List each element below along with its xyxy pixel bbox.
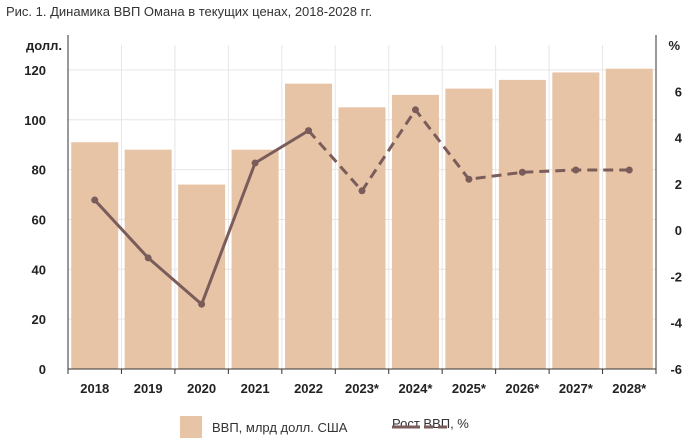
bar xyxy=(71,142,119,369)
legend-swatch-bar xyxy=(180,416,202,438)
bar xyxy=(498,79,546,370)
growth-point xyxy=(625,166,633,174)
x-tick-label: 2025* xyxy=(452,381,487,396)
y-left-unit-label: долл. xyxy=(26,38,62,53)
y-right-unit-label: % xyxy=(668,38,680,53)
legend-item-growth: Рост ВВП, % xyxy=(392,416,469,431)
x-tick-label: 2028* xyxy=(612,381,647,396)
y-left-tick-label: 80 xyxy=(32,163,46,178)
y-left-tick-label: 60 xyxy=(32,212,46,227)
y-left-tick-label: 100 xyxy=(24,113,46,128)
y-right-tick-label: -6 xyxy=(670,362,682,377)
y-right-tick-label: 6 xyxy=(675,84,682,99)
legend-swatch-line xyxy=(392,425,452,429)
growth-point xyxy=(305,127,313,135)
line-series xyxy=(91,106,633,308)
legend-label-gdp: ВВП, млрд долл. США xyxy=(212,419,348,435)
bar xyxy=(285,83,333,369)
legend-item-gdp: ВВП, млрд долл. США xyxy=(180,416,347,438)
x-tick-label: 2018 xyxy=(80,381,109,396)
bar xyxy=(391,94,439,369)
y-right-tick-label: 4 xyxy=(675,131,683,146)
figure-title: Рис. 1. Динамика ВВП Омана в текущих цен… xyxy=(6,4,373,19)
x-tick-label: 2021 xyxy=(241,381,270,396)
x-tick-label: 2019 xyxy=(134,381,163,396)
axes xyxy=(67,35,657,374)
tick-labels: 0 20 40 60 80 100 120 долл. -6 -4 -2 0 2 4 6% 2018 2019 2… xyxy=(24,38,682,396)
x-tick-label: 2024* xyxy=(398,381,433,396)
bar xyxy=(605,68,653,369)
y-left-tick-label: 40 xyxy=(32,262,46,277)
growth-point xyxy=(518,168,526,176)
y-left-tick-label: 20 xyxy=(32,312,46,327)
x-tick-label: 2020 xyxy=(187,381,216,396)
y-left-tick-label: 0 xyxy=(39,362,46,377)
bar xyxy=(445,88,493,369)
growth-point xyxy=(144,254,152,262)
x-tick-label: 2027* xyxy=(559,381,594,396)
growth-point xyxy=(411,106,419,114)
bar xyxy=(231,149,279,369)
bar-series xyxy=(71,68,653,370)
growth-point xyxy=(572,166,580,174)
growth-point xyxy=(465,175,473,183)
y-right-tick-label: -4 xyxy=(670,316,682,331)
y-right-tick-label: -2 xyxy=(670,269,682,284)
gdp-chart: 0 20 40 60 80 100 120 долл. -6 -4 -2 0 2 4 6% 2018 2019 2… xyxy=(24,35,683,396)
y-left-tick-label: 120 xyxy=(24,63,46,78)
y-right-tick-label: 0 xyxy=(675,223,682,238)
x-tick-label: 2022 xyxy=(294,381,323,396)
growth-point xyxy=(358,187,366,195)
bar xyxy=(552,72,600,370)
y-right-tick-label: 2 xyxy=(675,177,682,192)
bar xyxy=(178,184,226,369)
growth-point xyxy=(91,196,99,204)
x-tick-label: 2026* xyxy=(505,381,540,396)
growth-point xyxy=(251,159,259,167)
legend: ВВП, млрд долл. США Рост ВВП, % xyxy=(0,416,695,440)
growth-point xyxy=(198,300,206,308)
bar xyxy=(338,107,386,370)
x-tick-label: 2023* xyxy=(345,381,380,396)
